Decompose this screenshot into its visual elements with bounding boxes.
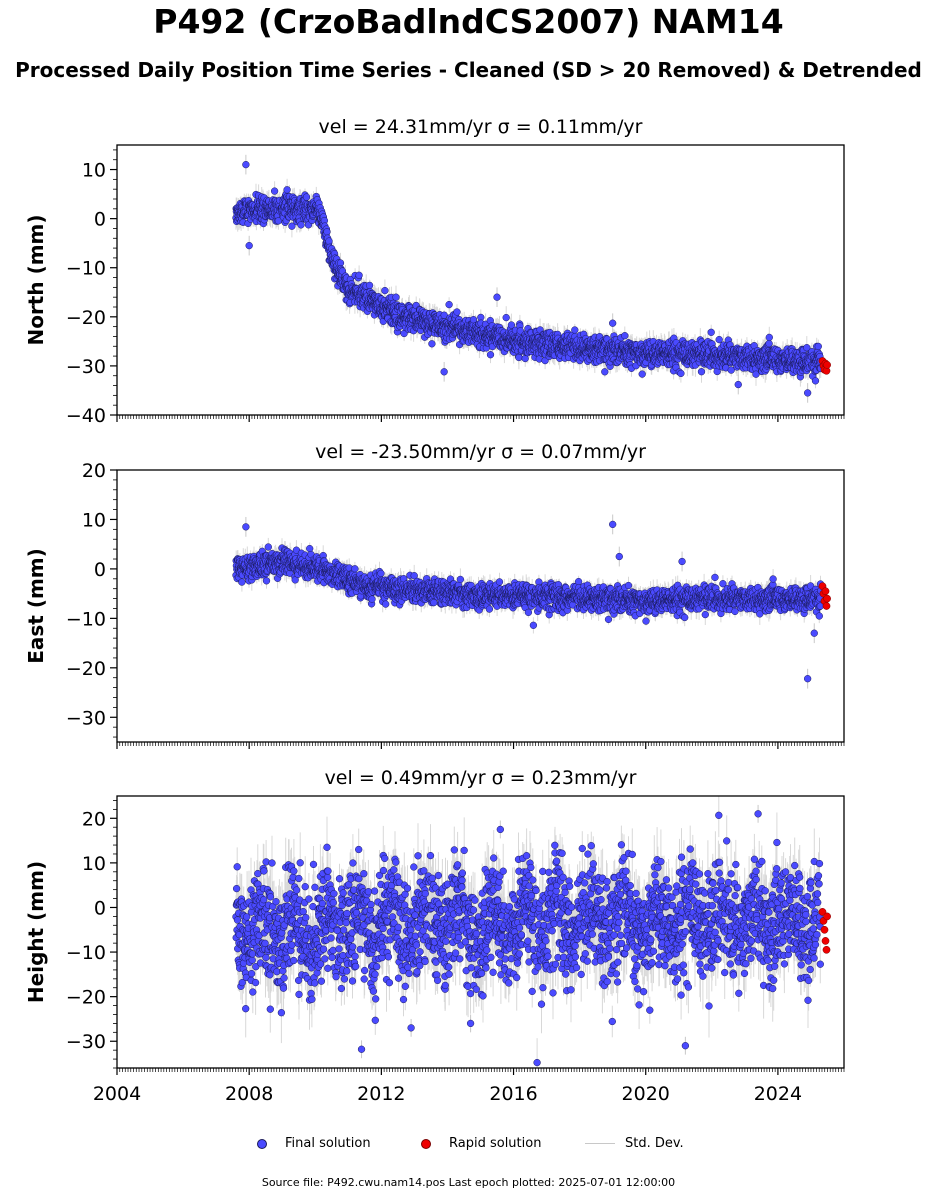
rapid-point <box>823 361 831 369</box>
final-point <box>325 237 333 245</box>
y-tick-label: −40 <box>66 405 106 427</box>
final-point <box>804 389 812 397</box>
final-point <box>392 293 400 301</box>
final-point <box>765 333 773 342</box>
final-point <box>242 160 250 169</box>
final-point <box>811 377 820 385</box>
final-point <box>516 327 524 335</box>
final-point <box>803 344 811 352</box>
final-point <box>493 293 501 301</box>
y-tick-label: −30 <box>66 356 106 378</box>
y-tick-label: 0 <box>94 209 106 231</box>
final-point <box>323 228 331 236</box>
final-point <box>734 380 742 389</box>
final-point <box>440 368 448 376</box>
final-point <box>283 186 291 194</box>
page-subtitle: Processed Daily Position Time Series - C… <box>15 58 922 82</box>
final-point <box>365 281 374 290</box>
final-point <box>381 286 389 295</box>
final-point <box>601 368 609 376</box>
final-point <box>453 308 461 316</box>
axes-frame <box>116 144 845 416</box>
final-point <box>502 313 510 322</box>
final-point <box>355 271 363 279</box>
plot-area <box>232 154 831 403</box>
final-point <box>507 321 516 329</box>
y-tick-label: −10 <box>66 258 106 280</box>
y-tick-label: −20 <box>66 307 106 329</box>
final-point <box>428 340 436 348</box>
final-point <box>621 332 629 340</box>
final-point <box>609 319 617 327</box>
final-point <box>765 339 773 348</box>
final-point <box>814 342 822 351</box>
final-point <box>571 326 579 334</box>
final-point <box>297 221 305 229</box>
final-point <box>677 369 685 378</box>
final-point <box>245 241 253 250</box>
final-point <box>707 328 715 336</box>
page-title: P492 (CrzoBadlndCS2007) NAM14 <box>153 2 784 41</box>
final-point <box>486 351 495 359</box>
final-point <box>288 222 296 230</box>
final-point <box>270 187 279 195</box>
rapid-solution-points <box>818 357 831 375</box>
y-tick-label: 10 <box>82 160 106 182</box>
final-point <box>302 193 311 201</box>
final-point <box>697 368 706 376</box>
final-point <box>715 335 723 344</box>
final-point <box>445 300 453 309</box>
final-point <box>274 217 283 225</box>
final-point <box>515 353 523 362</box>
final-point <box>727 366 735 374</box>
final-point <box>638 370 646 378</box>
final-solution-points <box>232 186 825 385</box>
